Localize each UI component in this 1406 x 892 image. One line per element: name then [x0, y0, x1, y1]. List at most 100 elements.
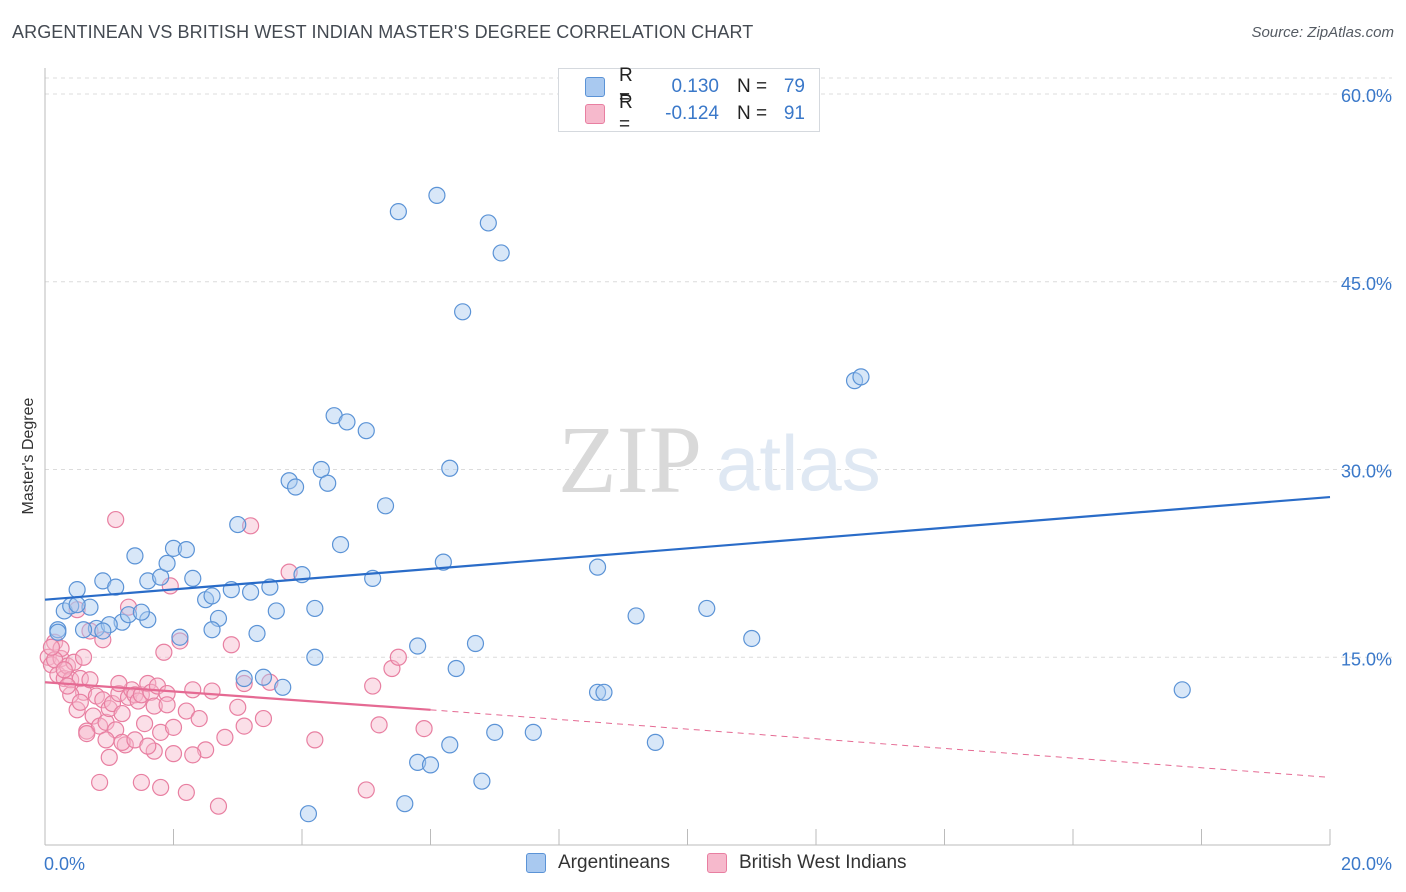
point-british-west-indian [100, 748, 118, 766]
legend-n-value: 79 [783, 76, 805, 97]
point-british-west-indian [254, 709, 273, 728]
x-tick-label-start: 0.0% [44, 854, 85, 874]
point-argentinean [441, 736, 459, 754]
point-argentinean [409, 637, 427, 655]
point-argentinean [389, 203, 407, 221]
point-british-west-indian [209, 797, 228, 815]
point-argentinean [229, 515, 247, 534]
point-british-west-indian [155, 643, 173, 661]
legend-r-value: 0.130 [671, 76, 719, 97]
point-british-west-indian [242, 517, 260, 535]
point-argentinean [242, 583, 260, 601]
point-british-west-indian [203, 682, 221, 700]
point-british-west-indian [139, 737, 157, 755]
point-british-west-indian [145, 697, 163, 715]
point-argentinean [126, 547, 144, 565]
point-argentinean [421, 756, 440, 774]
point-argentinean [261, 578, 279, 596]
point-argentinean [184, 569, 202, 587]
point-argentinean [235, 669, 253, 688]
point-argentinean [479, 214, 497, 232]
point-british-west-indian [222, 636, 240, 654]
point-argentinean [286, 478, 305, 496]
point-argentinean [627, 607, 645, 625]
point-argentinean [74, 621, 93, 639]
point-argentinean [107, 578, 125, 596]
bottom-legend-swatch-pink [707, 853, 727, 873]
point-argentinean [158, 554, 176, 572]
point-argentinean [588, 558, 607, 576]
point-argentinean [280, 472, 298, 490]
point-argentinean [454, 303, 472, 321]
point-british-west-indian [71, 693, 89, 711]
point-argentinean [152, 568, 170, 586]
y-tick-label: 30.0% [1341, 462, 1392, 482]
point-british-west-indian [229, 698, 247, 716]
bottom-legend-british-west-indians: British West Indians [707, 852, 907, 874]
point-british-west-indian [110, 674, 128, 693]
point-british-west-indian [152, 723, 170, 741]
legend-r-label: R = [619, 65, 633, 108]
legend-r-label: R = [619, 92, 633, 135]
point-british-west-indian [135, 714, 154, 733]
watermark-atlas: atlas [716, 419, 881, 507]
point-british-west-indian [171, 632, 189, 650]
point-british-west-indian [113, 704, 131, 723]
point-british-west-indian [100, 699, 118, 718]
y-tick-label: 45.0% [1341, 274, 1392, 294]
bottom-legend-label-argentineans: Argentineans [558, 852, 670, 873]
chart-source: Source: ZipAtlas.com [1251, 24, 1394, 41]
point-argentinean [524, 723, 542, 741]
point-argentinean [171, 628, 189, 646]
point-argentinean [164, 539, 183, 557]
point-argentinean [119, 606, 138, 624]
legend-n-label: N = [737, 103, 768, 124]
x-tick-label-end: 20.0% [1341, 854, 1392, 874]
point-argentinean [441, 459, 459, 477]
point-british-west-indian [74, 648, 93, 666]
point-argentinean [466, 634, 485, 653]
legend-row-argentineans: R = 0.130 N = 79 [585, 65, 805, 108]
point-british-west-indian [58, 677, 77, 695]
point-argentinean [646, 733, 664, 751]
point-argentinean [177, 541, 195, 559]
trend-line-british-west-indians [44, 681, 431, 711]
point-british-west-indian [152, 778, 170, 797]
point-british-west-indian [235, 674, 253, 693]
point-argentinean [299, 805, 318, 823]
y-tick-label: 15.0% [1341, 649, 1392, 669]
point-british-west-indian [184, 681, 202, 699]
point-british-west-indian [78, 725, 96, 743]
chart-title: ARGENTINEAN VS BRITISH WEST INDIAN MASTE… [12, 22, 754, 42]
point-argentinean [94, 622, 112, 640]
point-argentinean [274, 678, 292, 696]
point-argentinean [81, 598, 99, 616]
legend-swatch-blue [585, 77, 605, 97]
point-argentinean [588, 683, 607, 701]
bottom-legend-swatch-blue [526, 853, 546, 873]
point-british-west-indian [357, 781, 375, 799]
point-british-west-indian [132, 773, 150, 792]
point-british-west-indian [42, 638, 61, 656]
axes [44, 68, 1331, 846]
legend-n-value: 91 [783, 103, 805, 124]
trend-line-british-west-indians-extrapolated [430, 709, 1331, 778]
point-argentinean [254, 668, 273, 686]
y-axis-label: Master's Degree [20, 397, 37, 514]
point-argentinean [409, 753, 427, 771]
point-argentinean [396, 795, 414, 813]
point-argentinean [743, 629, 761, 648]
gridlines [45, 77, 1392, 658]
point-british-west-indian [164, 745, 183, 763]
point-british-west-indian [190, 709, 208, 728]
point-argentinean [267, 602, 285, 620]
point-british-west-indian [415, 719, 433, 738]
trend-line-argentineans [44, 495, 1331, 601]
point-argentinean [100, 616, 118, 634]
point-argentinean [473, 772, 491, 790]
point-argentinean [306, 599, 324, 618]
point-british-west-indian [97, 731, 115, 749]
point-british-west-indian [164, 718, 183, 736]
point-argentinean [447, 659, 465, 678]
